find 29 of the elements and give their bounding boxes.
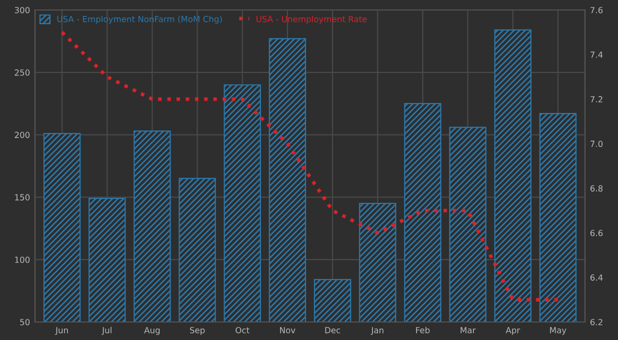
legend-label: USA - Employment NonFarm (MoM Chg) [57,16,222,24]
x-tick-label: Sep [190,327,205,335]
legend-label: USA - Unemployment Rate [256,16,367,24]
x-tick-label: Jan [370,327,384,335]
y2-tick-label: 6.2 [590,318,602,326]
x-tick-label: Apr [506,327,520,335]
x-tick-label: Nov [280,327,296,334]
y2-tick-label: 6.8 [590,185,603,192]
y-tick-label: 200 [14,132,30,138]
y2-tick-label: 6.6 [590,230,603,236]
y2-tick-label: 7.0 [590,140,603,147]
x-tick-label: Feb [416,326,430,334]
line-series [60,30,560,302]
x-tick-label: Aug [144,327,160,335]
x-tick-label: Jul [102,326,112,335]
x-tick-label: Mar [460,327,476,334]
y2-tick-label: 7.6 [590,6,603,14]
y-tick-label: 50 [20,318,30,326]
x-tick-label: Dec [325,327,340,334]
y2-tick-label: 7.2 [590,96,602,102]
y2-tick-label: 6.4 [590,274,603,281]
x-tick-label: May [550,327,566,335]
y-tick-label: 250 [14,69,30,76]
x-tick-label: Jun [55,327,68,335]
y2-tick-label: 7.4 [590,52,603,58]
x-tick-label: Oct [236,327,250,334]
y-tick-label: 300 [14,6,30,14]
y-tick-label: 150 [15,194,30,200]
y-tick-label: 100 [15,256,30,263]
